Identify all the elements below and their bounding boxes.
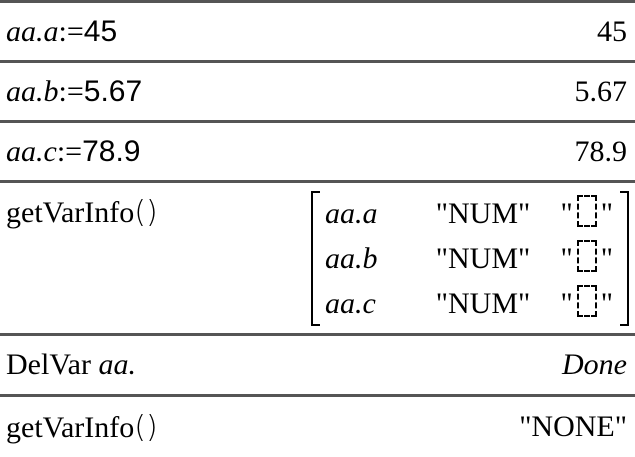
matrix-cell-name: aa.c bbox=[325, 287, 376, 320]
history-entry[interactable]: aa.b:=5.67 5.67 bbox=[0, 63, 635, 120]
history-entry[interactable]: DelVar aa. Done bbox=[0, 336, 635, 394]
divider bbox=[0, 180, 635, 183]
parentheses: () bbox=[134, 195, 158, 230]
quote: " bbox=[560, 287, 573, 320]
entry-output: 45 bbox=[597, 14, 627, 48]
history-entry[interactable]: aa.c:=78.9 78.9 bbox=[0, 123, 635, 180]
entry-output: Done bbox=[562, 348, 627, 381]
empty-placeholder-icon bbox=[576, 285, 597, 317]
assigned-value: 5.67 bbox=[83, 74, 143, 108]
divider bbox=[0, 0, 635, 3]
variable-name: aa.b bbox=[6, 74, 59, 108]
divider bbox=[0, 120, 635, 123]
result-matrix: aa.a "NUM" " " aa.b "NUM" " " aa.c "NUM" "… bbox=[311, 191, 629, 326]
empty-placeholder-icon bbox=[576, 240, 597, 272]
variable-name: aa.c bbox=[6, 134, 57, 168]
parentheses: () bbox=[134, 409, 158, 445]
entry-input: aa.b:=5.67 bbox=[6, 75, 142, 109]
entry-output: "NONE" bbox=[519, 410, 627, 443]
divider bbox=[0, 333, 635, 336]
quote: " bbox=[600, 197, 613, 230]
matrix-row: aa.c "NUM" " " bbox=[325, 281, 613, 326]
matrix-row: aa.a "NUM" " " bbox=[325, 191, 613, 236]
entry-input: aa.c:=78.9 bbox=[6, 135, 140, 169]
quote: " bbox=[600, 242, 613, 275]
assign-operator: := bbox=[58, 14, 84, 48]
quote: " bbox=[560, 242, 573, 275]
matrix-cell-type: "NUM" bbox=[435, 242, 531, 275]
entry-output: 5.67 bbox=[574, 74, 628, 108]
command-name: DelVar bbox=[6, 348, 91, 381]
assign-operator: := bbox=[56, 134, 83, 168]
matrix-cell-type: "NUM" bbox=[435, 287, 531, 320]
assigned-value: 45 bbox=[83, 14, 118, 48]
matrix-cell-name: aa.a bbox=[325, 197, 378, 230]
matrix-cell-name: aa.b bbox=[325, 242, 378, 275]
divider bbox=[0, 60, 635, 63]
matrix-cell-empty-string: " " bbox=[553, 236, 613, 281]
quote: " bbox=[600, 287, 613, 320]
matrix-cell-type: "NUM" bbox=[435, 197, 531, 230]
history-entry[interactable]: getVarInfo() aa.a "NUM" " " aa.b "NUM" " "… bbox=[0, 183, 635, 333]
divider bbox=[0, 394, 635, 397]
entry-input: getVarInfo() bbox=[6, 410, 158, 445]
quote: " bbox=[560, 197, 573, 230]
matrix-cell-empty-string: " " bbox=[553, 281, 613, 326]
matrix-cell-empty-string: " " bbox=[553, 191, 613, 236]
empty-placeholder-icon bbox=[576, 195, 597, 227]
matrix-row: aa.b "NUM" " " bbox=[325, 236, 613, 281]
function-name: getVarInfo bbox=[6, 196, 135, 229]
entry-input: getVarInfo() bbox=[6, 195, 158, 230]
history-entry[interactable]: aa.a:=45 45 bbox=[0, 3, 635, 60]
assign-operator: := bbox=[58, 74, 84, 108]
assigned-value: 78.9 bbox=[82, 134, 141, 168]
entry-output: 78.9 bbox=[574, 134, 628, 168]
entry-input: DelVar aa. bbox=[6, 348, 136, 382]
command-argument: aa. bbox=[98, 348, 136, 381]
history-entry[interactable]: getVarInfo() "NONE" bbox=[0, 397, 635, 457]
variable-name: aa.a bbox=[6, 14, 59, 48]
entry-input: aa.a:=45 bbox=[6, 15, 117, 49]
function-name: getVarInfo bbox=[6, 410, 135, 444]
